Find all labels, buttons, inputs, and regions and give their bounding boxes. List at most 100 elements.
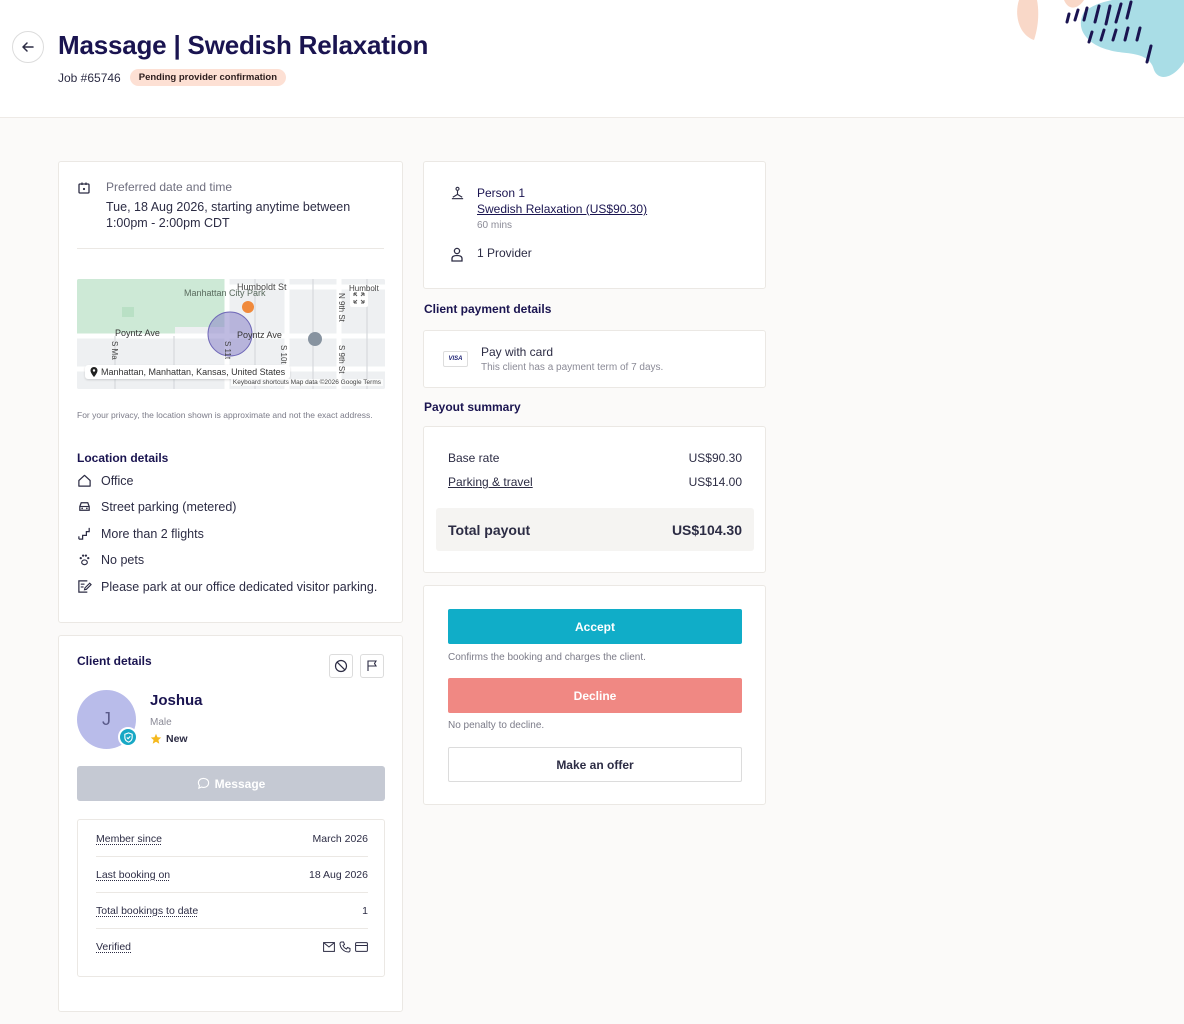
visa-card-icon: VISA xyxy=(443,351,468,367)
person-icon xyxy=(451,247,463,262)
map-label-poyntz-east: Poyntz Ave xyxy=(237,330,282,340)
stat-label[interactable]: Member since xyxy=(96,832,162,845)
location-item-type: Office xyxy=(77,473,133,488)
stat-row: Last booking on 18 Aug 2026 xyxy=(96,857,368,893)
map-label-s11th: S 11t xyxy=(223,341,232,360)
stat-row: Verified xyxy=(96,929,368,965)
map-label-park-1: Manhattan City Park xyxy=(184,288,266,298)
client-name: Joshua xyxy=(150,692,203,709)
client-status-label: New xyxy=(166,733,188,745)
decline-note: No penalty to decline. xyxy=(448,720,545,731)
chat-bubble-icon xyxy=(197,777,209,790)
location-item-stairs: More than 2 flights xyxy=(77,526,204,541)
base-rate-row: Base rate US$90.30 xyxy=(448,451,742,465)
block-icon xyxy=(334,659,348,673)
client-details-title: Client details xyxy=(77,654,152,668)
provider-count: 1 Provider xyxy=(477,246,532,260)
location-item-parking: Street parking (metered) xyxy=(77,499,236,514)
payment-method-card: VISA Pay with card This client has a pay… xyxy=(423,330,766,388)
travel-row: Parking & travel US$14.00 xyxy=(448,475,742,489)
service-link[interactable]: Swedish Relaxation (US$90.30) xyxy=(477,202,648,216)
base-rate-label: Base rate xyxy=(448,451,500,465)
make-offer-button[interactable]: Make an offer xyxy=(448,747,742,782)
block-client-button[interactable] xyxy=(329,654,353,678)
map-label-s10th: S 10t xyxy=(279,345,288,364)
accept-button[interactable]: Accept xyxy=(448,609,742,644)
map-label-n9th: N 9th St xyxy=(337,293,346,323)
email-icon xyxy=(323,942,335,952)
verified-shield-icon xyxy=(118,727,138,747)
stat-label[interactable]: Last booking on xyxy=(96,868,171,881)
stat-value: 18 Aug 2026 xyxy=(309,868,368,881)
map-label-humbolt: Humbolt xyxy=(349,284,380,293)
page-title: Massage | Swedish Relaxation xyxy=(58,30,429,60)
travel-value: US$14.00 xyxy=(688,475,742,489)
job-number: Job #65746 xyxy=(58,70,121,85)
back-button[interactable] xyxy=(12,31,44,63)
preferred-time-label: Preferred date and time xyxy=(106,180,233,194)
report-client-button[interactable] xyxy=(360,654,384,678)
calendar-icon xyxy=(78,182,90,194)
decorative-pattern-icon xyxy=(1017,0,1184,77)
arrow-left-icon xyxy=(22,42,34,52)
location-map[interactable]: Manhattan City Park Humboldt St Humbolt … xyxy=(77,279,385,389)
car-icon xyxy=(79,502,90,511)
location-item-notes: Please park at our office dedicated visi… xyxy=(77,579,377,594)
location-item-label: More than 2 flights xyxy=(101,526,204,541)
location-item-pets: No pets xyxy=(77,552,144,567)
person-label: Person 1 xyxy=(477,186,526,200)
privacy-note: For your privacy, the location shown is … xyxy=(77,410,373,420)
location-item-label: No pets xyxy=(101,552,145,567)
actions-card: Accept Confirms the booking and charges … xyxy=(423,585,766,805)
map-label-humboldt: Humboldt St xyxy=(237,282,287,292)
total-payout-value: US$104.30 xyxy=(671,521,742,538)
client-status: New xyxy=(150,733,188,745)
stat-value: March 2026 xyxy=(312,832,368,845)
map-label-sma: S Ma xyxy=(110,341,119,360)
preferred-time-value: Tue, 18 Aug 2026, starting anytime betwe… xyxy=(106,200,351,230)
map-address-text: Manhattan, Manhattan, Kansas, United Sta… xyxy=(101,367,286,377)
client-gender: Male xyxy=(150,717,172,728)
star-icon xyxy=(150,733,162,744)
stat-row: Member since March 2026 xyxy=(96,821,368,857)
payout-summary-card: Base rate US$90.30 Parking & travel US$1… xyxy=(423,426,766,573)
status-badge: Pending provider confirmation xyxy=(129,69,287,86)
base-rate-value: US$90.30 xyxy=(688,451,742,465)
total-payout-label: Total payout xyxy=(448,521,531,538)
map-label-s9th: S 9th St xyxy=(337,345,346,374)
map-attribution[interactable]: Keyboard shortcuts Map data ©2026 Google… xyxy=(230,379,383,386)
page-header: Massage | Swedish Relaxation Job #65746 … xyxy=(0,0,1184,118)
paw-icon xyxy=(79,554,90,566)
card-icon xyxy=(355,942,368,952)
location-details-title: Location details xyxy=(77,451,169,465)
location-item-label: Office xyxy=(101,473,134,488)
stat-label[interactable]: Verified xyxy=(96,941,132,953)
accept-note: Confirms the booking and charges the cli… xyxy=(448,652,646,663)
client-stats: Member since March 2026 Last booking on … xyxy=(77,819,385,977)
flag-icon xyxy=(367,660,377,671)
payout-summary-title: Payout summary xyxy=(424,400,521,414)
map-address: Manhattan, Manhattan, Kansas, United Sta… xyxy=(85,365,291,379)
home-icon xyxy=(78,474,91,487)
job-line: Job #65746 Pending provider confirmation xyxy=(58,69,287,86)
map-pin-icon xyxy=(90,367,98,377)
location-item-label: Please park at our office dedicated visi… xyxy=(101,579,378,594)
total-payout-row: Total payout US$104.30 xyxy=(436,508,754,551)
payment-details-title: Client payment details xyxy=(424,302,552,316)
payment-method: Pay with card xyxy=(481,345,554,359)
divider xyxy=(77,248,384,249)
booking-summary-card: Person 1 Swedish Relaxation (US$90.30) 6… xyxy=(423,161,766,289)
job-details-card: Preferred date and time Tue, 18 Aug 2026… xyxy=(58,161,403,623)
message-button-label: Message xyxy=(214,776,266,791)
note-icon xyxy=(78,580,92,593)
decline-button[interactable]: Decline xyxy=(448,678,742,713)
stat-label[interactable]: Total bookings to date xyxy=(96,904,199,917)
massage-icon xyxy=(451,186,464,200)
travel-label[interactable]: Parking & travel xyxy=(448,475,533,489)
payment-term-note: This client has a payment term of 7 days… xyxy=(481,362,664,373)
message-button[interactable]: Message xyxy=(77,766,385,801)
map-label-poyntz-west: Poyntz Ave xyxy=(115,328,160,338)
stairs-icon xyxy=(78,527,90,540)
verified-icons xyxy=(323,941,368,953)
phone-icon xyxy=(339,941,351,953)
